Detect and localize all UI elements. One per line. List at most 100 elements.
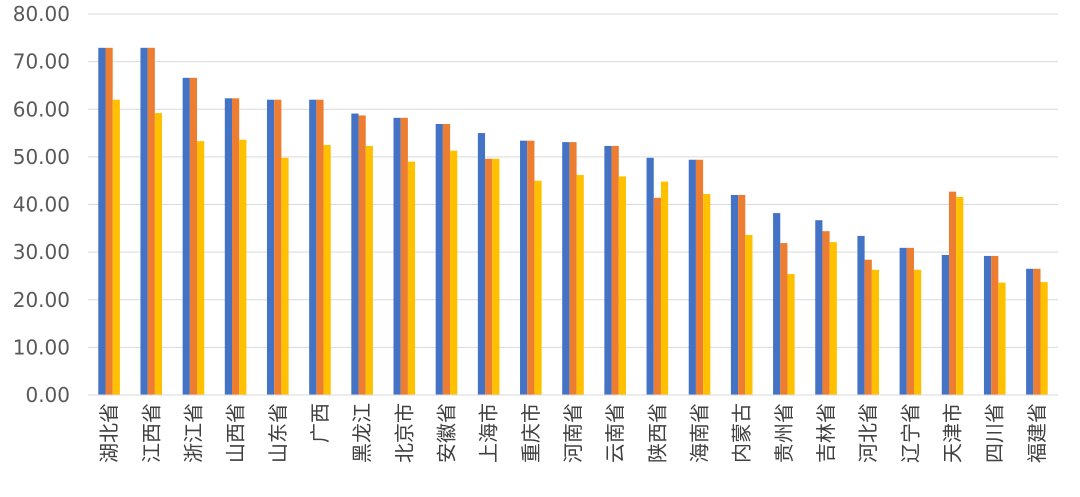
- bar-series-3-19: [913, 269, 922, 395]
- bar-series-2-11: [569, 142, 577, 395]
- bar-series-2-9: [485, 158, 493, 395]
- bar-series-1-2: [182, 77, 190, 395]
- x-tick-label: 江西省: [139, 403, 163, 463]
- x-tick-label: 湖北省: [97, 403, 121, 463]
- y-tick-label: 50.00: [13, 145, 70, 169]
- bar-series-1-6: [351, 113, 359, 395]
- bar-series-3-2: [197, 141, 205, 395]
- bar-series-2-20: [948, 191, 957, 395]
- bar-series-2-21: [991, 255, 999, 395]
- bar-series-1-7: [393, 117, 401, 395]
- x-tick-label: 黑龙江: [350, 403, 374, 463]
- x-tick-label: 云南省: [603, 403, 627, 463]
- y-axis: 0.00 10.00 20.00 30.00 40.00 50.00 60.00 70.00 8…: [13, 2, 70, 407]
- bar-series-2-7: [400, 117, 408, 395]
- bar-series-2-2: [189, 77, 198, 395]
- y-tick-label: 70.00: [13, 50, 70, 74]
- y-tick-label: 30.00: [13, 240, 70, 264]
- y-tick-label: 80.00: [13, 2, 70, 26]
- bar-series-1-12: [604, 145, 612, 395]
- bar-series-1-8: [435, 124, 443, 395]
- x-tick-label: 吉林省: [814, 403, 838, 463]
- bar-series-3-8: [450, 150, 458, 395]
- x-tick-label: 贵州省: [772, 403, 796, 463]
- x-tick-label: 安徽省: [434, 403, 458, 463]
- x-tick-label: 河北省: [856, 403, 880, 463]
- x-tick-label: 内蒙古: [730, 403, 754, 463]
- bar-series-1-9: [477, 133, 486, 395]
- bar-series-1-14: [688, 159, 696, 395]
- x-tick-label: 山东省: [266, 403, 290, 463]
- y-tick-label: 0.00: [25, 383, 70, 407]
- bar-series-2-13: [653, 197, 661, 395]
- x-tick-label: 陕西省: [645, 403, 669, 463]
- bar-series-3-14: [703, 194, 711, 395]
- bar-series-1-3: [224, 98, 233, 396]
- bars: [98, 47, 1048, 396]
- x-tick-label: 山西省: [224, 403, 248, 463]
- bar-series-1-4: [266, 99, 275, 395]
- x-tick-label: 广西: [308, 403, 332, 443]
- bar-series-3-21: [998, 282, 1006, 395]
- bar-series-1-11: [562, 142, 570, 395]
- bar-series-1-22: [1026, 268, 1034, 395]
- bar-series-3-18: [871, 269, 880, 395]
- bar-series-1-17: [815, 220, 823, 395]
- y-tick-label: 10.00: [13, 335, 70, 359]
- bar-series-1-1: [140, 47, 148, 396]
- y-tick-label: 20.00: [13, 288, 70, 312]
- y-tick-label: 40.00: [13, 193, 70, 217]
- bar-series-3-6: [365, 145, 373, 395]
- bar-series-3-7: [407, 161, 416, 395]
- bar-series-3-10: [534, 180, 542, 395]
- bar-series-2-8: [442, 124, 451, 395]
- x-tick-label: 浙江省: [181, 403, 205, 463]
- bar-series-3-0: [112, 99, 120, 395]
- bar-series-2-10: [527, 140, 535, 395]
- x-tick-label: 海南省: [688, 403, 712, 463]
- bar-series-3-9: [492, 158, 500, 395]
- x-tick-label: 上海市: [477, 403, 501, 463]
- bar-series-3-16: [787, 274, 795, 395]
- bar-series-3-11: [576, 174, 584, 395]
- bar-series-2-5: [316, 99, 324, 395]
- bar-series-2-4: [274, 99, 282, 395]
- x-tick-label: 天津市: [941, 403, 965, 463]
- bar-series-2-16: [780, 243, 788, 395]
- bar-series-1-15: [730, 194, 739, 395]
- bar-series-3-1: [154, 113, 163, 395]
- bar-series-3-15: [745, 234, 753, 395]
- bar-series-1-16: [773, 213, 781, 395]
- bar-series-1-0: [98, 47, 106, 396]
- bar-series-2-12: [611, 145, 619, 395]
- bar-series-3-20: [956, 196, 964, 395]
- x-tick-label: 辽宁省: [898, 403, 922, 463]
- bar-series-2-19: [906, 247, 914, 395]
- bar-series-3-5: [323, 144, 331, 395]
- x-tick-label: 四川省: [983, 403, 1007, 463]
- bar-series-1-13: [646, 157, 654, 395]
- bar-series-1-19: [899, 247, 907, 395]
- bar-series-2-17: [822, 231, 830, 395]
- bar-series-2-3: [232, 98, 240, 396]
- bar-series-2-18: [864, 259, 872, 395]
- bar-series-3-13: [660, 181, 669, 395]
- bar-series-1-20: [941, 254, 949, 395]
- bar-series-3-12: [618, 176, 626, 395]
- x-axis: 湖北省 江西省 浙江省 山西省 山东省 广西 黑龙江 北京市 安徽省 上海市 重庆市 河南省 云南省 陕西…: [97, 403, 1049, 463]
- bar-series-2-1: [147, 47, 155, 396]
- x-tick-label: 河南省: [561, 403, 585, 463]
- bar-series-3-17: [829, 242, 837, 395]
- x-tick-label: 福建省: [1025, 403, 1049, 463]
- x-tick-label: 重庆市: [519, 403, 543, 463]
- bar-series-2-22: [1033, 268, 1041, 395]
- bar-series-2-14: [695, 159, 704, 395]
- y-tick-label: 60.00: [13, 97, 70, 121]
- bar-series-2-6: [358, 115, 366, 395]
- x-tick-label: 北京市: [392, 403, 416, 463]
- bar-series-2-0: [105, 47, 113, 396]
- bar-series-1-5: [309, 99, 317, 395]
- bar-series-1-21: [983, 255, 992, 395]
- bar-series-3-22: [1040, 282, 1048, 395]
